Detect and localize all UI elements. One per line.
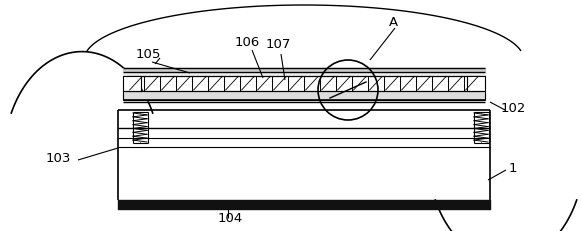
Text: 107: 107 (265, 39, 290, 52)
Bar (467, 76, 485, 91)
Text: 104: 104 (217, 212, 243, 225)
Text: 102: 102 (501, 101, 526, 115)
Text: 103: 103 (45, 152, 70, 164)
Text: 106: 106 (235, 36, 260, 49)
Bar (123, 76, 141, 91)
Text: A: A (388, 15, 398, 28)
Text: 1: 1 (509, 161, 517, 174)
Text: 105: 105 (135, 49, 161, 61)
